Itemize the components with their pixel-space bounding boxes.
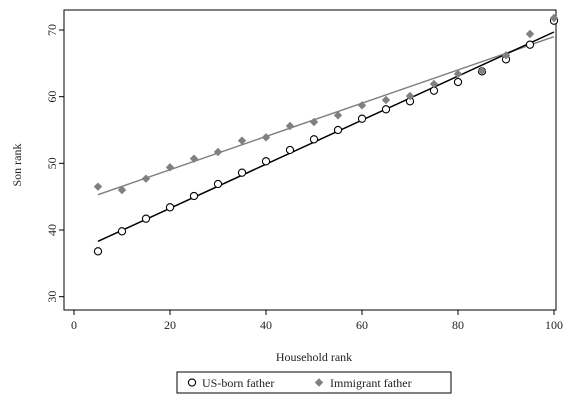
- point-us-born: [93, 247, 103, 256]
- point-immigrant: [453, 69, 463, 79]
- x-tick-label: 60: [356, 318, 368, 332]
- point-immigrant: [261, 133, 271, 142]
- point-us-born: [213, 179, 223, 189]
- point-us-born: [309, 135, 319, 144]
- point-us-born: [453, 77, 463, 87]
- point-immigrant: [237, 136, 247, 145]
- fit-line-us-born: [97, 31, 555, 243]
- point-us-born: [381, 105, 391, 114]
- y-tick-label: 30: [45, 291, 59, 303]
- data-points: [93, 13, 559, 256]
- point-immigrant: [141, 174, 151, 183]
- point-immigrant: [285, 121, 295, 131]
- point-immigrant: [405, 91, 415, 101]
- point-immigrant: [309, 117, 319, 127]
- point-us-born: [357, 114, 367, 123]
- point-immigrant: [333, 111, 343, 120]
- y-tick-label: 40: [45, 224, 59, 236]
- point-immigrant: [501, 51, 511, 60]
- point-immigrant: [549, 13, 559, 23]
- x-tick-label: 0: [71, 318, 77, 332]
- plot-border: [63, 9, 557, 311]
- legend-label-us-born: US-born father: [202, 376, 274, 390]
- point-us-born: [189, 191, 199, 201]
- y-tick-label: 60: [45, 91, 59, 103]
- y-axis-title: Son rank: [10, 144, 24, 187]
- x-tick-label: 20: [164, 318, 176, 332]
- legend: US-born father Immigrant father: [176, 371, 452, 394]
- plot-frame: [63, 9, 557, 311]
- fit-lines: [97, 31, 555, 243]
- x-tick-label: 80: [452, 318, 464, 332]
- legend-marker-immigrant: [314, 378, 324, 387]
- y-tick-label: 70: [45, 24, 59, 36]
- point-immigrant: [357, 101, 367, 110]
- point-immigrant: [429, 79, 439, 89]
- legend-marker-us-born: [187, 378, 197, 387]
- point-immigrant: [93, 182, 103, 191]
- point-immigrant: [525, 29, 535, 39]
- point-us-born: [165, 203, 175, 212]
- point-us-born: [285, 145, 295, 155]
- point-us-born: [237, 168, 247, 177]
- point-immigrant: [117, 185, 127, 195]
- legend-box: [176, 371, 452, 394]
- point-us-born: [117, 227, 127, 236]
- point-immigrant: [381, 95, 391, 105]
- y-axis-ticks: 30 40 50 60 70: [45, 24, 64, 303]
- legend-label-immigrant: Immigrant father: [330, 376, 412, 390]
- point-immigrant: [213, 147, 223, 157]
- point-immigrant: [165, 163, 175, 172]
- point-us-born: [141, 214, 151, 223]
- point-immigrant: [189, 154, 199, 163]
- point-us-born: [525, 40, 535, 49]
- x-axis-ticks: 0 20 40 60 80 100: [71, 310, 563, 332]
- fit-line-immigrant: [97, 35, 555, 196]
- point-us-born: [333, 125, 343, 135]
- x-axis-title: Household rank: [276, 350, 352, 364]
- point-us-born: [261, 157, 271, 166]
- x-tick-label: 40: [260, 318, 272, 332]
- point-immigrant: [477, 66, 487, 75]
- x-tick-label: 100: [545, 318, 563, 332]
- y-tick-label: 50: [45, 157, 59, 169]
